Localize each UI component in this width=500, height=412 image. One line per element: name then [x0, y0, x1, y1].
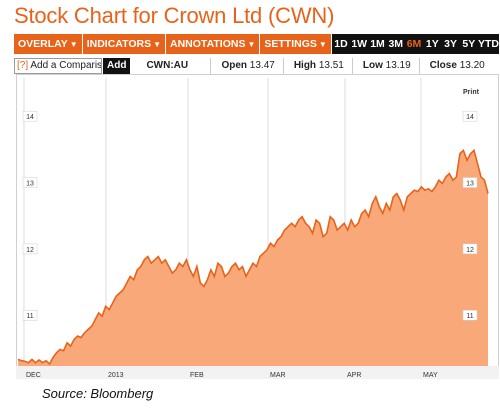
y-tick-left-label: 11 [26, 313, 33, 320]
y-tick-right-box [462, 309, 478, 321]
stock-price-chart[interactable]: 14 14 13 13 12 12 11 11 DEC 2013 FEB MAR APR MAY Print [0, 74, 500, 384]
y-tick-right-box [462, 243, 478, 255]
overlay-menu-button[interactable]: OVERLAY ▼ [14, 34, 83, 54]
high-stat: High 13.51 [293, 60, 344, 71]
y-tick-right-label: 13 [466, 181, 474, 188]
y-tick-left-box [22, 110, 38, 122]
range-3y-button[interactable]: 3Y [441, 34, 460, 54]
divider [282, 57, 284, 74]
y-tick-right-label: 12 [466, 247, 474, 254]
source-caption: Source: Bloomberg [42, 386, 154, 401]
add-comparison-input[interactable]: [?] Add a Comparison [14, 57, 102, 74]
month-label: APR [347, 372, 361, 379]
price-line [17, 148, 489, 366]
open-stat: Open 13.47 [221, 60, 275, 71]
y-tick-right-box [462, 177, 478, 188]
caret-down-icon: ▼ [69, 40, 78, 49]
month-label: MAY [423, 372, 438, 379]
range-1w-button[interactable]: 1W [350, 34, 369, 54]
x-axis-band [16, 366, 499, 379]
caret-down-icon: ▼ [247, 40, 256, 49]
range-6m-button[interactable]: 6M [404, 34, 424, 54]
range-3m-button[interactable]: 3M [386, 34, 405, 54]
y-tick-left-label: 13 [26, 181, 34, 188]
y-tick-left-box [22, 309, 38, 321]
y-tick-left-label: 14 [26, 114, 34, 121]
divider [418, 57, 420, 74]
caret-down-icon: ▼ [318, 40, 327, 49]
range-1y-button[interactable]: 1Y [423, 34, 442, 54]
y-tick-left-label: 12 [26, 247, 34, 254]
chart-toolbar: OVERLAY ▼ INDICATORS ▼ ANNOTATIONS ▼ SETTIN… [14, 34, 499, 54]
price-area [18, 150, 488, 366]
month-label: 2013 [108, 372, 124, 379]
help-icon[interactable]: [?] [17, 59, 29, 71]
print-link[interactable]: Print [463, 89, 480, 96]
y-tick-right-label: 14 [466, 114, 474, 121]
range-1m-button[interactable]: 1M [368, 34, 387, 54]
settings-menu-button[interactable]: SETTINGS ▼ [260, 34, 332, 54]
indicators-menu-button[interactable]: INDICATORS ▼ [82, 34, 167, 54]
add-comparison-button[interactable]: Add [103, 57, 131, 74]
month-label: DEC [26, 372, 41, 379]
y-tick-left-box [22, 243, 38, 255]
month-label: FEB [190, 372, 204, 379]
quote-infobar: [?] Add a Comparison Add CWN:AU Open 13.… [14, 57, 499, 74]
ticker-symbol: CWN:AU [146, 60, 189, 71]
divider [210, 57, 212, 74]
divider [351, 57, 353, 74]
annotations-menu-button[interactable]: ANNOTATIONS ▼ [166, 34, 261, 54]
range-5y-button[interactable]: 5Y [459, 34, 478, 54]
page-title: Stock Chart for Crown Ltd (CWN) [14, 3, 335, 28]
low-stat: Low 13.19 [362, 60, 411, 71]
y-tick-left-box [22, 177, 38, 188]
y-tick-right-label: 11 [466, 313, 473, 320]
y-tick-right-box [462, 110, 478, 122]
range-ytd-button[interactable]: YTD [477, 34, 499, 54]
close-stat: Close 13.20 [429, 60, 485, 71]
chart-area: 14 14 13 13 12 12 11 11 DEC 2013 FEB MAR APR MAY Print [0, 74, 500, 384]
caret-down-icon: ▼ [153, 40, 162, 49]
range-1d-button[interactable]: 1D [331, 34, 351, 54]
month-label: MAR [270, 372, 286, 379]
